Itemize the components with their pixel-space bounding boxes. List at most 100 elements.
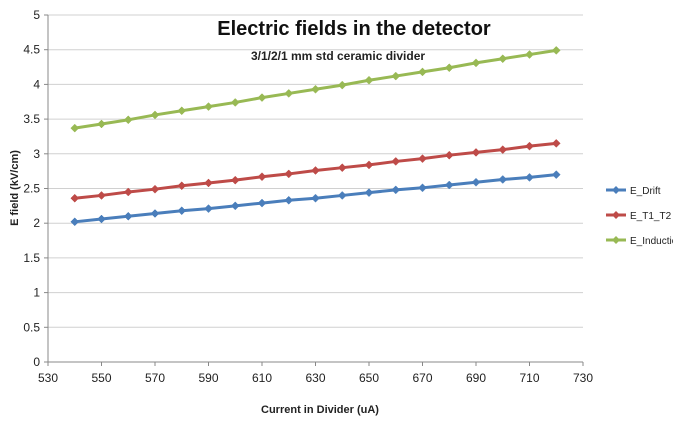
data-point <box>123 115 133 125</box>
data-point <box>525 173 534 182</box>
data-point <box>337 80 347 90</box>
data-point <box>551 46 561 55</box>
data-point <box>391 185 401 195</box>
data-point <box>70 193 80 203</box>
data-point <box>97 214 106 224</box>
y-tick-label: 4 <box>33 77 40 91</box>
data-point <box>311 84 320 94</box>
data-point <box>498 145 508 154</box>
data-point <box>284 169 294 179</box>
x-axis-ticks: 530 550 570 590 610 630 650 670 690 710 730 <box>38 362 593 385</box>
y-tick-label: 0 <box>33 355 40 369</box>
x-tick-label: 610 <box>252 371 272 385</box>
data-point <box>391 71 401 81</box>
gridlines <box>48 14 583 328</box>
data-point <box>311 166 320 175</box>
data-point <box>204 102 213 111</box>
y-tick-label: 1 <box>33 286 40 300</box>
data-point <box>150 209 160 218</box>
data-point <box>230 201 240 211</box>
x-tick-label: 530 <box>38 371 58 385</box>
x-tick-label: 570 <box>145 371 165 385</box>
series-E_Induction <box>70 46 561 133</box>
data-point <box>150 184 160 194</box>
data-point <box>364 188 374 198</box>
y-tick-label: 2 <box>33 216 40 230</box>
data-point <box>444 63 454 73</box>
y-tick-label: 2.5 <box>23 182 40 196</box>
y-tick-label: 0.5 <box>23 320 40 334</box>
x-tick-label: 590 <box>198 371 218 385</box>
x-axis-title: Current in Divider (uA) <box>261 404 379 416</box>
y-tick-label: 3.5 <box>23 112 40 126</box>
legend: E_Drift E_T1_T2 E_Induction <box>606 186 673 247</box>
legend-label: E_Drift <box>630 186 661 197</box>
data-point <box>284 195 294 205</box>
series-E_T1_T2 <box>70 139 561 203</box>
series-E_Drift <box>70 170 561 227</box>
data-point <box>311 193 320 203</box>
legend-marker <box>612 186 620 194</box>
legend-label: E_T1_T2 <box>630 211 672 222</box>
y-axis-title: E field (kV/cm) <box>9 150 21 226</box>
x-tick-label: 650 <box>359 371 379 385</box>
data-point <box>204 204 213 213</box>
data-point <box>70 217 80 227</box>
legend-marker <box>612 236 620 244</box>
chart-title: Electric fields in the detector <box>217 18 491 40</box>
data-point <box>177 106 187 116</box>
data-point <box>204 178 213 188</box>
data-point <box>418 183 427 193</box>
data-point <box>257 172 267 182</box>
data-point <box>551 170 561 179</box>
data-point <box>364 75 374 85</box>
data-point <box>150 110 160 120</box>
x-tick-label: 670 <box>412 371 432 385</box>
data-point <box>257 93 267 102</box>
data-point <box>471 58 481 68</box>
data-point <box>284 89 294 98</box>
legend-item: E_T1_T2 <box>606 211 672 222</box>
legend-item: E_Drift <box>606 186 661 197</box>
data-point <box>471 177 481 187</box>
data-point <box>418 67 427 77</box>
data-point <box>444 150 454 160</box>
data-point <box>498 54 508 64</box>
data-point <box>391 157 401 166</box>
chart-subtitle: 3/1/2/1 mm std ceramic divider <box>251 49 425 63</box>
data-point <box>230 98 240 107</box>
data-point <box>123 187 133 197</box>
legend-marker <box>612 211 620 219</box>
data-point <box>123 211 133 221</box>
x-tick-label: 690 <box>466 371 486 385</box>
data-point <box>418 154 427 164</box>
data-point <box>498 175 508 184</box>
data-point <box>525 141 534 151</box>
x-tick-label: 550 <box>91 371 111 385</box>
data-point <box>364 160 374 170</box>
data-point <box>337 163 347 173</box>
data-point <box>471 148 481 157</box>
y-tick-label: 4.5 <box>23 43 40 57</box>
y-tick-label: 5 <box>33 8 40 22</box>
data-point <box>97 191 106 200</box>
legend-label: E_Induction <box>630 236 673 247</box>
legend-item: E_Induction <box>606 236 673 247</box>
series-layer <box>70 46 561 227</box>
y-axis-ticks: 0 0.5 1 1.5 2 2.5 3 3.5 4 4.5 5 <box>23 8 48 369</box>
data-point <box>257 198 267 208</box>
data-point <box>70 123 80 133</box>
data-point <box>97 119 106 129</box>
data-point <box>444 180 454 190</box>
data-point <box>177 181 187 191</box>
x-tick-label: 710 <box>519 371 539 385</box>
data-point <box>551 139 561 148</box>
data-point <box>177 206 187 216</box>
data-point <box>525 50 534 59</box>
y-tick-label: 3 <box>33 147 40 161</box>
x-tick-label: 630 <box>305 371 325 385</box>
data-point <box>337 191 347 200</box>
x-tick-label: 730 <box>573 371 593 385</box>
